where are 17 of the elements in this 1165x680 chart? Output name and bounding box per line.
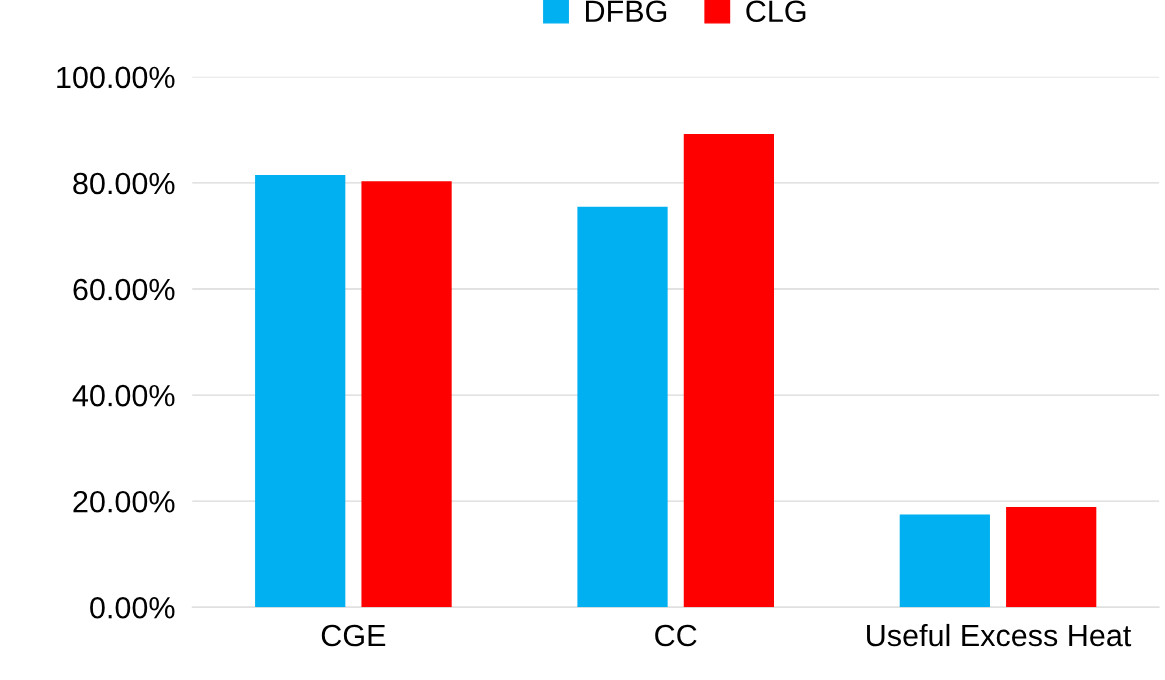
y-tick-label: 40.00% — [72, 384, 175, 407]
y-tick-label: 20.00% — [73, 490, 175, 513]
bar — [899, 514, 990, 608]
y-tick-label: 60.00% — [73, 278, 175, 301]
bar — [255, 174, 346, 608]
bar — [1006, 506, 1097, 608]
bar — [683, 134, 775, 608]
legend-label: DFBG — [586, 0, 667, 23]
y-tick-label: 80.00% — [73, 172, 175, 195]
bar — [361, 181, 452, 608]
x-tick-label: CGE — [321, 624, 386, 647]
legend-label: CLG — [746, 0, 806, 23]
x-tick-label: CC — [655, 624, 697, 647]
bar — [577, 206, 668, 608]
x-tick-label: Useful Excess Heat — [867, 623, 1132, 647]
y-tick-label: 0.00% — [90, 596, 175, 619]
y-tick-label: 100.00% — [57, 66, 175, 89]
